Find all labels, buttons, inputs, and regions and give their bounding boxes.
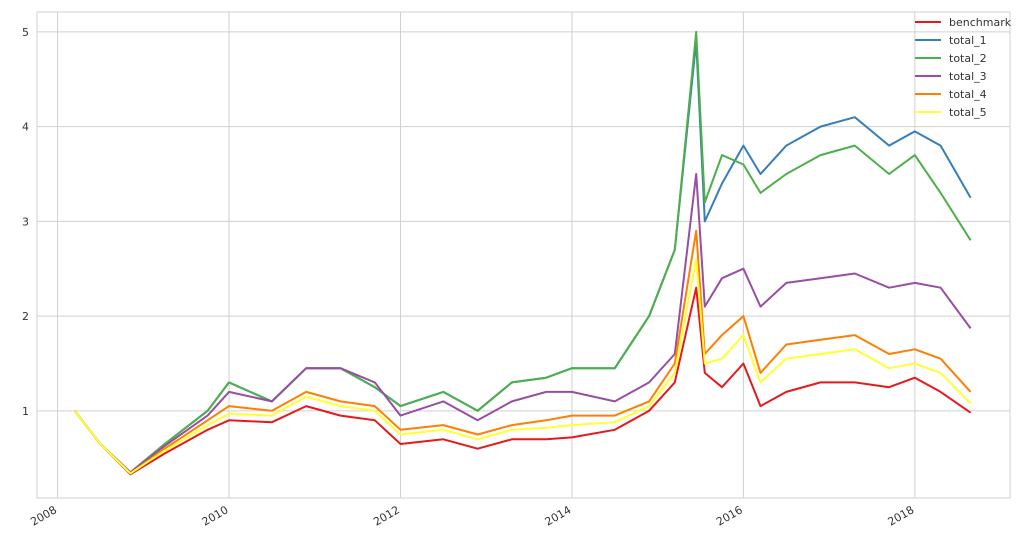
y-tick-label: 4 xyxy=(22,121,29,134)
series-line xyxy=(73,173,972,474)
y-tick-label: 5 xyxy=(22,26,29,39)
series-line xyxy=(73,258,972,475)
x-tick-label: 2008 xyxy=(28,503,59,528)
series-line xyxy=(73,30,972,474)
legend-label: total_2 xyxy=(949,52,987,65)
x-tick-label: 2012 xyxy=(371,503,402,528)
legend-label: total_4 xyxy=(949,88,987,101)
x-tick-label: 2018 xyxy=(886,503,917,528)
series-line xyxy=(73,286,972,476)
series-line xyxy=(73,229,972,475)
legend-label: total_5 xyxy=(949,106,987,119)
x-tick-label: 2016 xyxy=(714,503,745,528)
legend-label: total_1 xyxy=(949,34,987,47)
y-tick-label: 2 xyxy=(22,310,29,323)
y-tick-label: 3 xyxy=(22,215,29,228)
x-tick-label: 2014 xyxy=(543,503,574,528)
legend-label: total_3 xyxy=(949,70,987,83)
x-tick-label: 2010 xyxy=(200,503,231,528)
legend-label: benchmark xyxy=(949,16,1012,29)
y-tick-label: 1 xyxy=(22,405,29,418)
plot-area xyxy=(36,11,1011,499)
